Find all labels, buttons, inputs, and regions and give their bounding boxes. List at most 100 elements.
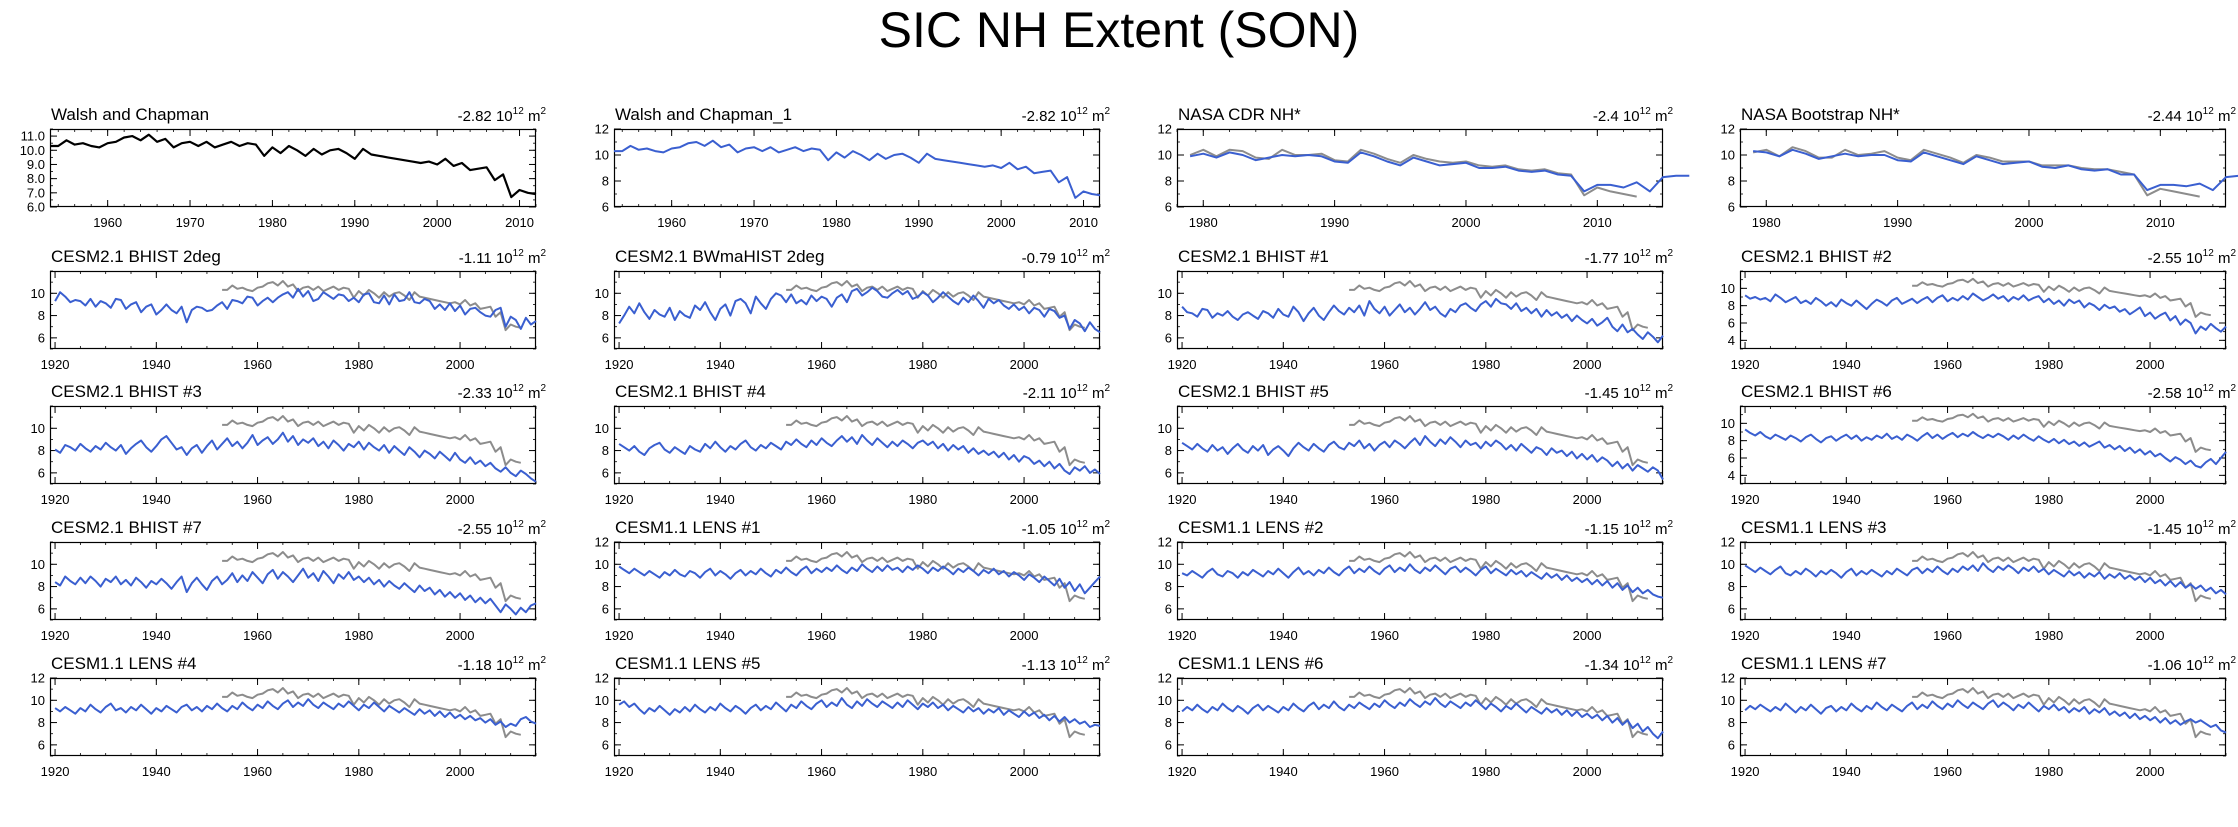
x-tick-label: 1970 [740,215,769,230]
panel-trend-label: -2.11 1012 m2 [1023,384,1110,404]
panel-trend-label: -1.06 1012 m2 [2148,656,2236,676]
model-series-line [1181,697,1664,740]
x-tick-label: 2000 [2015,215,2044,230]
x-tick-label: 1920 [605,764,634,779]
series-group [1752,146,2238,198]
trend-unit-suffix-exponent: 2 [1104,655,1110,666]
trend-unit-suffix: m [527,385,541,402]
panel-trend-label: -1.18 1012 m2 [458,656,546,676]
observation-overlay-line [1349,280,1649,332]
x-tick-label: 1980 [1752,215,1781,230]
y-tick-label: 8 [602,579,609,594]
x-tick-label: 1960 [807,492,836,507]
y-tick-label: 10 [1158,693,1172,708]
observation-overlay-line [786,551,1086,603]
panel-6: CESM2.1 BWmaHIST 2deg -0.79 1012 m2 1920 19… [595,247,1110,373]
model-series-line [1744,699,2227,734]
trend-value: -0.79 [1021,250,1056,267]
plot-frame [1739,270,2227,350]
trend-unit-suffix: m [2217,250,2231,267]
plot-frame [1176,405,1664,485]
trend-unit-exponent: 12 [512,106,524,117]
x-tick-label: 1920 [41,492,70,507]
x-tick-label: 1960 [657,215,686,230]
trend-unit-suffix: m [1091,385,1105,402]
panel-title: CESM1.1 LENS #1 [615,518,761,537]
panel-plot: 1920 1940 1960 1980 2000 6 8 10 12 [595,671,1101,779]
panel-10: CESM2.1 BHIST #4 -2.11 1012 m2 1920 1940 196… [595,382,1110,508]
panel-13: CESM2.1 BHIST #7 -2.55 1012 m2 1920 1940 196… [31,518,546,644]
trend-unit-exponent: 12 [1639,248,1651,259]
x-tick-label: 1980 [344,357,373,372]
y-tick-label: 6 [602,200,609,215]
series-group [1744,412,2227,469]
trend-unit-suffix: m [1091,108,1105,125]
x-tick-label: 1960 [1933,357,1962,372]
trend-unit-base: 10 [1059,108,1077,125]
trend-unit-suffix: m [1654,108,1668,125]
trend-value: -1.45 [1584,385,1619,402]
panel-title: Walsh and Chapman [51,105,210,124]
plot-frame [613,405,1101,485]
observation-overlay-line [1349,551,1649,603]
trend-unit-suffix: m [2217,521,2231,538]
trend-unit-exponent: 12 [512,383,524,394]
y-tick-label: 4 [1728,333,1735,348]
trend-unit-exponent: 12 [1639,106,1651,117]
panel-3: NASA CDR NH* -2.4 1012 m2 1980 1990 2000 2010… [1158,105,1690,231]
panel-plot: 1920 1940 1960 1980 2000 6 8 10 [1158,270,1664,372]
x-tick-label: 1970 [176,215,205,230]
trend-unit-exponent: 12 [1076,655,1088,666]
trend-unit-base: 10 [1622,657,1640,674]
y-tick-label: 12 [1158,671,1172,686]
panel-title: CESM2.1 BHIST 2deg [51,247,221,266]
x-tick-label: 2010 [1583,215,1612,230]
y-tick-label: 6 [602,330,609,345]
y-tick-label: 12 [1158,535,1172,550]
x-tick-label: 1920 [605,492,634,507]
x-tick-label: 1940 [1269,492,1298,507]
x-tick-label: 1920 [41,764,70,779]
panel-trend-label: -1.77 1012 m2 [1585,249,1673,269]
panel-plot: 1960 1970 1980 1990 2000 2010 6.07.08.09.010.0… [20,129,537,230]
model-series-line [618,563,1101,595]
series-group [50,133,537,199]
trend-unit-suffix-exponent: 2 [1667,106,1673,117]
model-series-line [618,286,1101,334]
y-tick-label: 8.0 [27,171,45,186]
panel-plot: 1920 1940 1960 1980 2000 6 8 10 [595,405,1101,507]
x-tick-label: 2000 [2136,492,2165,507]
y-tick-label: 8 [602,308,609,323]
y-tick-label: 6 [1728,316,1735,331]
y-tick-label: 12 [31,671,45,686]
panel-trend-label: -0.79 1012 m2 [1022,249,1110,269]
trend-unit-suffix: m [2217,657,2231,674]
trend-unit-suffix: m [1091,521,1105,538]
x-tick-label: 1980 [908,357,937,372]
plot-frame [1176,541,1664,621]
plot-frame [49,541,537,621]
y-tick-label: 6 [38,601,45,616]
trend-value: -2.82 [1021,108,1056,125]
y-tick-label: 10 [595,421,609,436]
trend-unit-base: 10 [495,385,513,402]
y-tick-label: 8 [1165,579,1172,594]
trend-unit-suffix-exponent: 2 [1104,519,1110,530]
x-tick-label: 1990 [904,215,933,230]
x-tick-label: 1980 [908,492,937,507]
y-tick-label: 10 [595,286,609,301]
y-tick-label: 6 [1728,451,1735,466]
x-tick-label: 1940 [142,357,171,372]
series-group [1181,415,1664,480]
x-tick-label: 2000 [446,492,475,507]
y-tick-label: 10 [1721,557,1735,572]
panel-title: NASA Bootstrap NH* [1741,105,1900,124]
x-tick-label: 1980 [908,764,937,779]
panel-15: CESM1.1 LENS #2 -1.15 1012 m2 1920 1940 1960… [1158,518,1673,644]
x-tick-label: 2000 [1452,215,1481,230]
trend-value: -1.34 [1584,657,1619,674]
plot-frame [613,677,1101,757]
series-group [54,415,537,483]
y-tick-label: 6 [38,737,45,752]
panel-plot: 1920 1940 1960 1980 2000 6 8 10 12 [1158,535,1664,643]
